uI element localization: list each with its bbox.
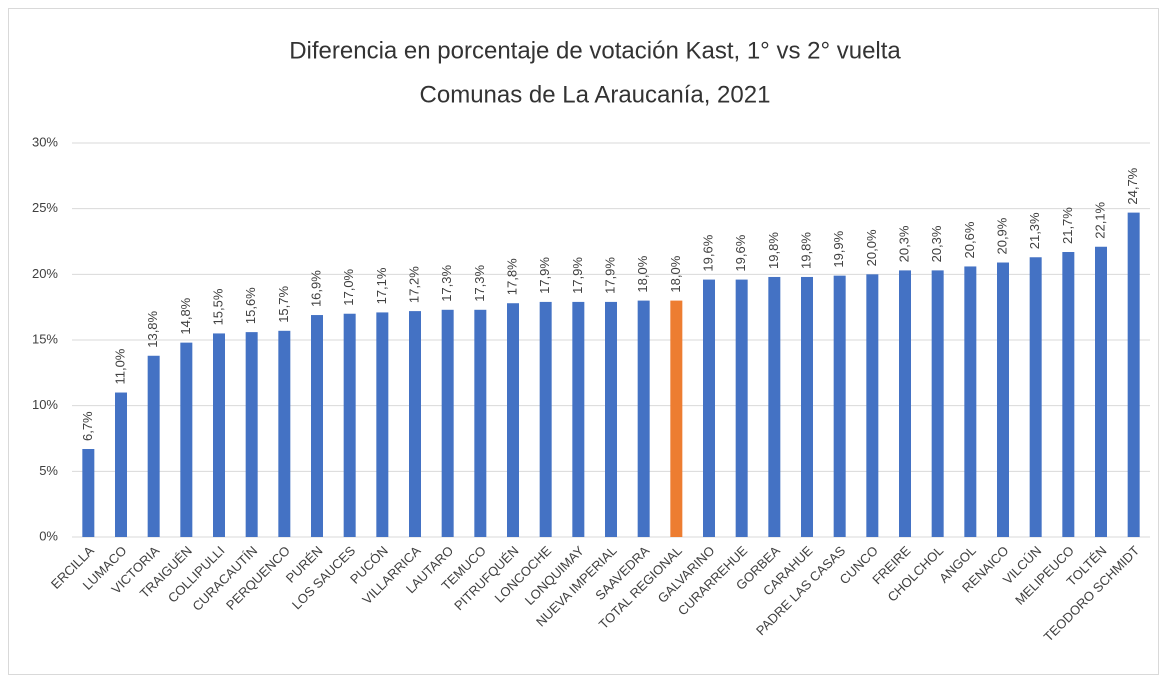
data-label: 15,7% [276, 286, 291, 323]
data-label: 17,2% [406, 266, 421, 303]
data-label: 16,9% [308, 270, 323, 307]
y-tick-label: 25% [32, 200, 58, 215]
bar [376, 312, 389, 537]
bar [637, 300, 650, 537]
data-label: 21,7% [1060, 207, 1075, 244]
data-label: 17,0% [341, 268, 356, 305]
data-label: 20,3% [896, 225, 911, 262]
bar [213, 333, 225, 537]
bar [474, 309, 487, 537]
data-label: 14,8% [178, 297, 193, 334]
bar [1095, 246, 1107, 537]
bar [703, 279, 715, 537]
data-label: 15,5% [210, 288, 225, 325]
bar [1127, 212, 1140, 537]
bar [735, 279, 748, 537]
data-label: 6,7% [80, 411, 95, 441]
bar [1062, 252, 1075, 538]
bar [507, 303, 519, 537]
bar [409, 311, 421, 537]
bar [866, 274, 879, 537]
bar [245, 332, 258, 537]
y-tick-label: 20% [32, 266, 58, 281]
data-label: 17,9% [537, 257, 552, 294]
bar [441, 309, 454, 537]
data-label: 19,9% [831, 230, 846, 267]
data-label: 19,8% [798, 232, 813, 269]
y-tick-label: 15% [32, 331, 58, 346]
bar [343, 313, 356, 537]
data-label: 17,1% [374, 267, 389, 304]
data-label: 17,9% [602, 257, 617, 294]
data-label: 20,6% [962, 221, 977, 258]
data-label: 17,3% [472, 264, 487, 301]
data-label: 20,9% [994, 217, 1009, 254]
bar [539, 301, 552, 537]
bar [278, 330, 291, 537]
data-label: 22,1% [1092, 201, 1107, 238]
y-tick-label: 10% [32, 397, 58, 412]
data-label: 11,0% [112, 348, 127, 384]
bar [670, 300, 683, 537]
data-label: 17,3% [439, 264, 454, 301]
data-label: 19,6% [733, 234, 748, 271]
data-label: 13,8% [145, 310, 160, 347]
bar [147, 355, 160, 537]
chart-title: Diferencia en porcentaje de votación Kas… [289, 37, 901, 64]
data-label: 15,6% [243, 287, 258, 324]
bar [1029, 257, 1042, 537]
bar [180, 342, 193, 537]
bar [572, 301, 585, 537]
data-label: 18,0% [668, 255, 683, 292]
bar [964, 266, 977, 537]
bar [311, 315, 323, 537]
data-label: 21,3% [1027, 212, 1042, 249]
y-tick-label: 0% [39, 528, 58, 543]
bar [768, 276, 781, 537]
data-label: 19,8% [766, 232, 781, 269]
data-label: 17,9% [570, 257, 585, 294]
bar [931, 270, 944, 537]
bar [833, 275, 846, 537]
data-label: 20,0% [864, 229, 879, 266]
bar [899, 270, 911, 537]
bar [605, 301, 617, 537]
bar [115, 392, 127, 537]
chart-subtitle: Comunas de La Araucanía, 2021 [420, 81, 771, 108]
data-label: 24,7% [1125, 167, 1140, 204]
y-tick-label: 30% [32, 134, 58, 149]
data-label: 19,6% [700, 234, 715, 271]
data-label: 17,8% [504, 258, 519, 295]
bar [801, 276, 813, 537]
bar [997, 262, 1009, 537]
data-label: 18,0% [635, 255, 650, 292]
data-label: 20,3% [929, 225, 944, 262]
y-tick-label: 5% [39, 463, 58, 478]
bar [82, 449, 95, 537]
